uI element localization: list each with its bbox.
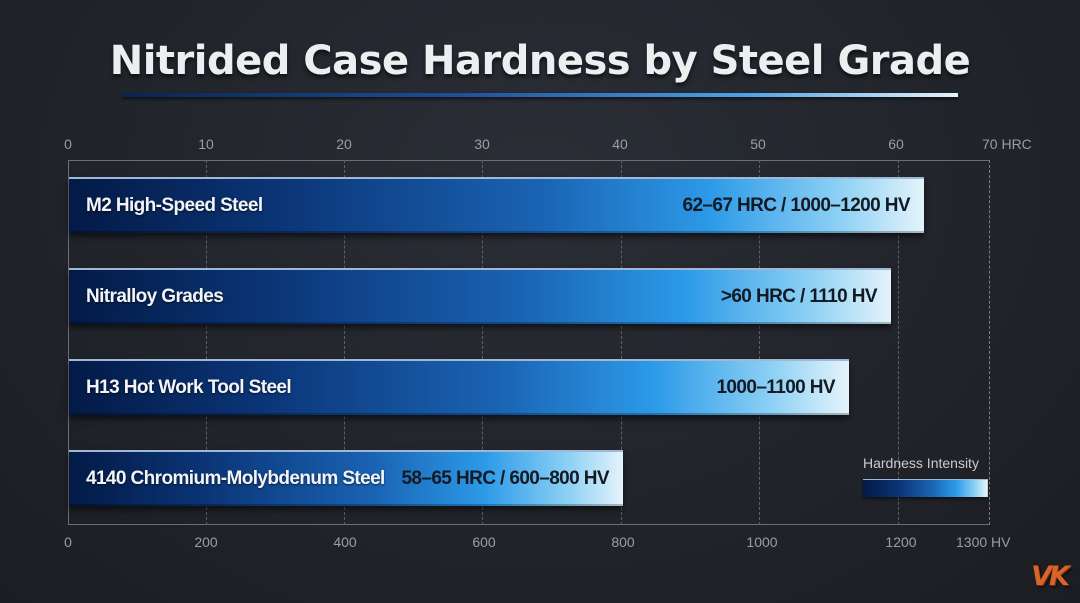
legend-title: Hardness Intensity bbox=[863, 455, 979, 471]
gridline bbox=[621, 160, 622, 525]
hv-tick-800: 800 bbox=[611, 534, 635, 550]
gridline bbox=[482, 160, 483, 525]
bar-4140-chromium-molybdenum-steel: 4140 Chromium-Molybdenum Steel 58–65 HRC… bbox=[69, 450, 623, 506]
bar-m2-high-speed-steel: M2 High-Speed Steel 62–67 HRC / 1000–120… bbox=[69, 177, 924, 233]
gridline bbox=[344, 160, 345, 525]
gridline bbox=[898, 160, 899, 525]
hrc-tick-50: 50 bbox=[750, 136, 766, 152]
hv-tick-1000: 1000 bbox=[746, 534, 778, 550]
bar-label: Nitralloy Grades bbox=[86, 286, 224, 307]
hrc-tick-60: 60 bbox=[888, 136, 904, 152]
hv-tick-0: 0 bbox=[64, 534, 72, 550]
hrc-tick-30: 30 bbox=[474, 136, 490, 152]
gridline bbox=[206, 160, 207, 525]
bar-label: M2 High-Speed Steel bbox=[86, 195, 263, 216]
title-underline bbox=[122, 93, 958, 97]
bar-label: 4140 Chromium-Molybdenum Steel bbox=[86, 468, 385, 489]
bar-h13-hot-work-tool-steel: H13 Hot Work Tool Steel 1000–1100 HV bbox=[69, 359, 849, 415]
hv-tick-1300: 1300 HV bbox=[956, 534, 1011, 550]
plot-frame bbox=[68, 160, 989, 525]
hrc-tick-0: 0 bbox=[64, 136, 72, 152]
gridline bbox=[759, 160, 760, 525]
hrc-tick-40: 40 bbox=[612, 136, 628, 152]
hrc-tick-70: 70 HRC bbox=[982, 136, 1032, 152]
hv-tick-600: 600 bbox=[472, 534, 496, 550]
bar-nitralloy-grades: Nitralloy Grades >60 HRC / 1110 HV bbox=[69, 268, 891, 324]
vk-logo-icon: VK bbox=[1031, 561, 1070, 592]
gradient-bar-icon bbox=[863, 479, 988, 497]
bar-value-label: 62–67 HRC / 1000–1200 HV bbox=[682, 195, 911, 216]
bar-value-label: >60 HRC / 1110 HV bbox=[720, 286, 878, 307]
bar-value-label: 1000–1100 HV bbox=[716, 377, 835, 398]
hv-tick-1200: 1200 bbox=[885, 534, 917, 550]
bar-label: H13 Hot Work Tool Steel bbox=[86, 377, 292, 398]
hrc-tick-20: 20 bbox=[336, 136, 352, 152]
hv-tick-200: 200 bbox=[194, 534, 218, 550]
hrc-tick-10: 10 bbox=[198, 136, 214, 152]
gridline-end bbox=[989, 160, 990, 525]
bar-value-label: 58–65 HRC / 600–800 HV bbox=[401, 468, 609, 489]
chart-title: Nitrided Case Hardness by Steel Grade bbox=[109, 38, 971, 84]
hv-tick-400: 400 bbox=[333, 534, 357, 550]
